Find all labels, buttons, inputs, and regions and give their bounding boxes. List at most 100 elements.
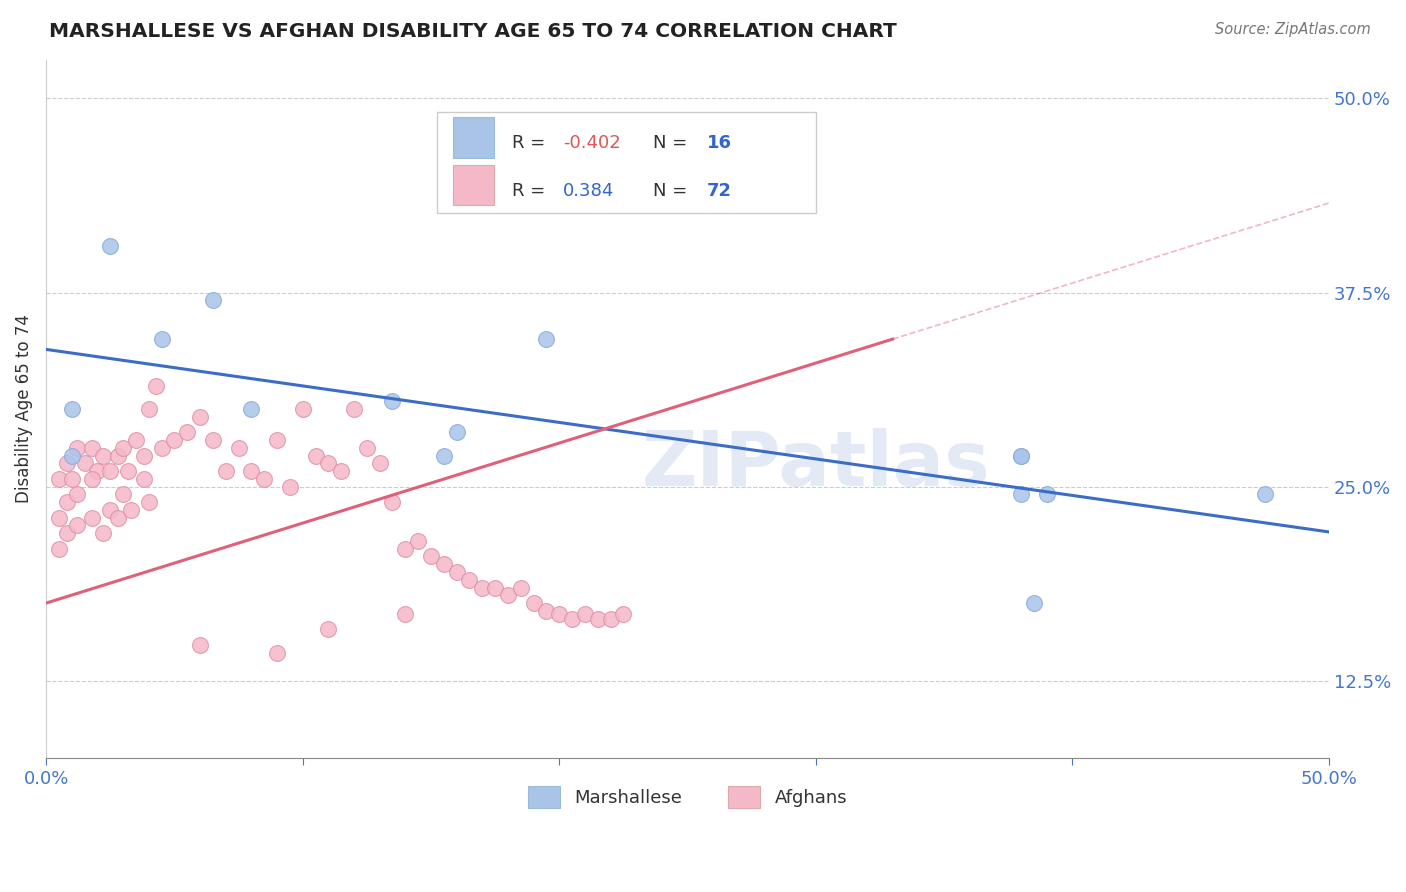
Text: 16: 16	[707, 135, 731, 153]
Point	[536, 604, 558, 618]
Point	[394, 607, 416, 621]
Point	[112, 441, 135, 455]
Point	[406, 533, 429, 548]
Point	[132, 449, 155, 463]
Text: R =: R =	[512, 182, 557, 200]
Point	[48, 472, 70, 486]
Point	[125, 433, 148, 447]
Point	[55, 526, 77, 541]
Point	[91, 449, 114, 463]
Point	[48, 510, 70, 524]
Point	[318, 456, 340, 470]
Point	[228, 441, 250, 455]
Point	[446, 565, 468, 579]
Point	[98, 503, 121, 517]
Point	[138, 401, 160, 416]
Point	[433, 449, 456, 463]
Point	[66, 487, 89, 501]
Point	[1010, 449, 1032, 463]
Point	[120, 503, 142, 517]
Point	[291, 401, 314, 416]
Point	[117, 464, 139, 478]
Point	[574, 607, 596, 621]
Point	[98, 464, 121, 478]
Point	[278, 480, 301, 494]
Point	[66, 518, 89, 533]
Point	[73, 456, 96, 470]
Point	[458, 573, 481, 587]
Point	[86, 464, 108, 478]
Text: R =: R =	[512, 135, 551, 153]
Text: -0.402: -0.402	[562, 135, 621, 153]
Text: MARSHALLESE VS AFGHAN DISABILITY AGE 65 TO 74 CORRELATION CHART: MARSHALLESE VS AFGHAN DISABILITY AGE 65 …	[49, 22, 897, 41]
Point	[612, 607, 634, 621]
Point	[188, 638, 211, 652]
Point	[1035, 487, 1057, 501]
FancyBboxPatch shape	[453, 165, 494, 205]
Point	[330, 464, 353, 478]
Point	[1253, 487, 1275, 501]
Point	[586, 611, 609, 625]
Point	[138, 495, 160, 509]
Point	[496, 588, 519, 602]
Point	[107, 510, 129, 524]
Point	[145, 378, 167, 392]
Legend: Marshallese, Afghans: Marshallese, Afghans	[520, 780, 855, 815]
Point	[112, 487, 135, 501]
Point	[55, 456, 77, 470]
Point	[176, 425, 198, 440]
Point	[368, 456, 391, 470]
Point	[433, 558, 456, 572]
Point	[107, 449, 129, 463]
Point	[188, 409, 211, 424]
Point	[150, 441, 173, 455]
Point	[356, 441, 378, 455]
Point	[55, 495, 77, 509]
FancyBboxPatch shape	[437, 112, 815, 213]
Point	[561, 611, 583, 625]
Point	[509, 581, 531, 595]
Point	[163, 433, 186, 447]
Point	[1022, 596, 1045, 610]
Point	[215, 464, 238, 478]
Point	[394, 541, 416, 556]
Point	[522, 596, 544, 610]
Text: N =: N =	[652, 135, 693, 153]
Point	[60, 449, 83, 463]
Text: Source: ZipAtlas.com: Source: ZipAtlas.com	[1215, 22, 1371, 37]
Point	[318, 623, 340, 637]
Point	[446, 425, 468, 440]
Point	[1010, 487, 1032, 501]
Point	[381, 394, 404, 409]
Point	[60, 472, 83, 486]
Point	[599, 611, 621, 625]
Point	[91, 526, 114, 541]
Text: 72: 72	[707, 182, 731, 200]
Point	[343, 401, 366, 416]
Point	[98, 239, 121, 253]
Text: 0.384: 0.384	[562, 182, 614, 200]
Point	[1010, 449, 1032, 463]
Point	[266, 646, 288, 660]
Point	[150, 332, 173, 346]
Point	[420, 549, 443, 564]
FancyBboxPatch shape	[453, 117, 494, 158]
Point	[48, 541, 70, 556]
Point	[266, 433, 288, 447]
Y-axis label: Disability Age 65 to 74: Disability Age 65 to 74	[15, 315, 32, 503]
Point	[381, 495, 404, 509]
Point	[132, 472, 155, 486]
Point	[82, 510, 104, 524]
Text: N =: N =	[652, 182, 693, 200]
Text: ZIPatlas: ZIPatlas	[641, 428, 990, 502]
Point	[536, 332, 558, 346]
Point	[66, 441, 89, 455]
Point	[201, 433, 224, 447]
Point	[201, 293, 224, 308]
Point	[253, 472, 276, 486]
Point	[465, 114, 488, 128]
Point	[60, 401, 83, 416]
Point	[471, 581, 494, 595]
Point	[548, 607, 571, 621]
Point	[240, 401, 263, 416]
